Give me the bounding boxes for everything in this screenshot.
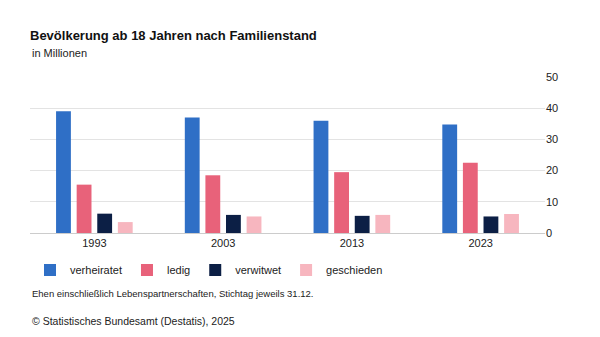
svg-text:geschieden: geschieden [326,264,382,276]
svg-text:Ehen einschließlich Lebenspart: Ehen einschließlich Lebenspartnerschafte… [32,288,313,299]
svg-text:verwitwet: verwitwet [235,264,281,276]
svg-text:2013: 2013 [340,237,364,249]
svg-text:40: 40 [546,102,558,114]
svg-text:Bevölkerung ab 18 Jahren nach: Bevölkerung ab 18 Jahren nach Familienst… [30,28,317,43]
svg-text:in Millionen: in Millionen [32,47,87,59]
svg-text:20: 20 [546,164,558,176]
svg-text:50: 50 [546,71,558,83]
svg-text:10: 10 [546,196,558,208]
svg-text:30: 30 [546,133,558,145]
svg-text:verheiratet: verheiratet [70,264,122,276]
svg-text:0: 0 [546,227,552,239]
svg-text:2023: 2023 [468,237,492,249]
svg-text:2003: 2003 [211,237,235,249]
svg-text:1993: 1993 [82,237,106,249]
svg-text:© Statistisches Bundesamt (Des: © Statistisches Bundesamt (Destatis), 20… [32,315,235,327]
svg-text:ledig: ledig [167,264,190,276]
